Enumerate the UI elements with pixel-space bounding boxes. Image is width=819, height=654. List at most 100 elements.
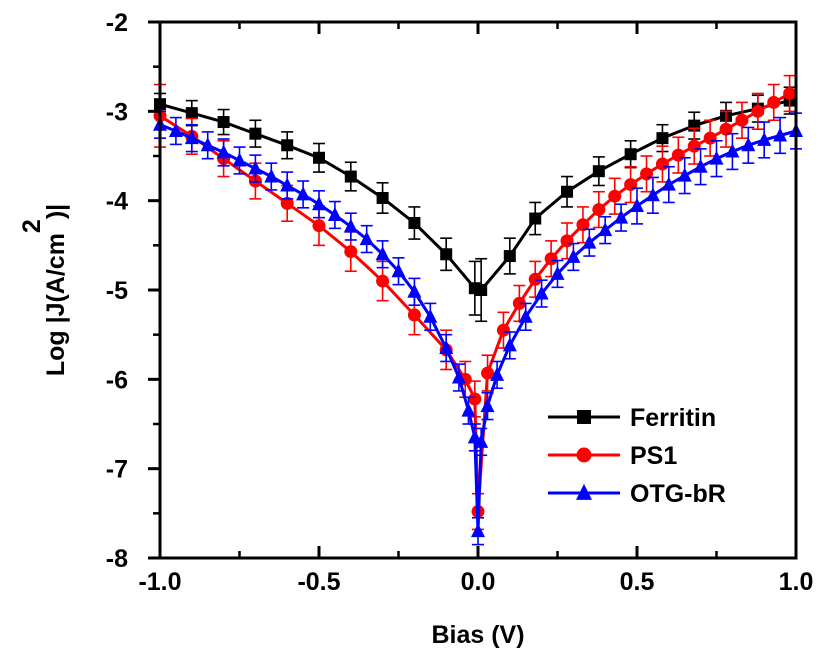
data-point: [327, 206, 342, 221]
data-point: [313, 151, 325, 164]
x-axis-title: Bias (V): [431, 621, 524, 649]
data-point: [528, 272, 542, 286]
data-point: [168, 123, 183, 137]
data-point: [439, 340, 454, 355]
data-point: [391, 263, 406, 278]
data-point: [560, 234, 574, 248]
legend-label: Ferritin: [630, 404, 716, 432]
data-point: [598, 222, 613, 237]
data-point: [232, 152, 247, 167]
data-point: [503, 250, 516, 263]
data-point: [408, 217, 421, 229]
series-layer: [153, 74, 803, 546]
legend-item-ferritin: Ferritin: [548, 404, 716, 432]
data-point: [566, 248, 581, 263]
y-tick-label: -5: [106, 277, 128, 305]
data-point: [461, 402, 476, 417]
data-point: [719, 122, 733, 136]
data-point: [518, 308, 533, 323]
data-point: [344, 245, 358, 259]
data-point: [440, 248, 453, 261]
data-point: [687, 139, 701, 153]
data-point: [344, 170, 357, 183]
data-point: [264, 168, 279, 183]
data-point: [359, 231, 374, 246]
data-point: [529, 212, 542, 225]
data-point: [185, 107, 198, 120]
data-point: [655, 157, 669, 171]
data-point: [630, 198, 644, 213]
legend-marker: [576, 447, 592, 463]
y-tick-label: -8: [106, 545, 128, 573]
legend-marker: [577, 410, 591, 424]
data-point: [200, 137, 215, 152]
data-point: [640, 167, 654, 181]
x-tick-label: 0.5: [620, 568, 655, 596]
data-point: [592, 165, 605, 178]
data-point: [671, 148, 685, 162]
y-axis-title: Log |J(A/cm2)|: [18, 204, 70, 376]
y-tick-label: -4: [106, 188, 128, 216]
x-tick-label: 0.0: [461, 568, 496, 596]
data-point: [343, 218, 358, 233]
data-point: [757, 131, 772, 146]
data-point: [624, 178, 638, 192]
legend-marker: [576, 483, 592, 500]
data-point: [480, 398, 495, 413]
data-point: [512, 296, 526, 310]
data-point: [474, 433, 489, 448]
data-point: [783, 86, 797, 100]
y-axis-title-suffix: )|: [42, 204, 70, 219]
y-tick-label: -7: [106, 456, 128, 484]
data-point: [184, 130, 199, 145]
data-point: [544, 252, 558, 266]
data-point: [296, 186, 311, 201]
data-point: [376, 274, 390, 288]
data-point: [550, 265, 565, 280]
data-point: [375, 246, 390, 261]
data-point: [773, 127, 788, 142]
legend-label: PS1: [630, 442, 677, 470]
data-point: [376, 191, 389, 204]
data-point: [451, 369, 466, 384]
x-tick-label: -1.0: [138, 568, 181, 596]
data-point: [645, 187, 660, 202]
data-point: [767, 95, 781, 109]
data-point: [709, 150, 724, 165]
data-point: [249, 127, 262, 140]
data-point: [490, 366, 505, 381]
x-tick-label: 1.0: [779, 568, 814, 596]
data-point: [561, 185, 574, 198]
data-point: [312, 196, 326, 211]
y-tick-label: -3: [106, 98, 128, 126]
data-point: [693, 158, 708, 173]
data-point: [475, 284, 488, 296]
data-point: [582, 234, 597, 249]
data-point: [614, 209, 629, 224]
data-point: [280, 196, 294, 210]
data-point: [656, 132, 669, 145]
legend-label: OTG-bR: [630, 480, 726, 508]
data-point: [735, 113, 749, 127]
series-otg-br: [153, 110, 803, 546]
data-point: [534, 285, 549, 300]
data-point: [281, 139, 294, 152]
data-point: [608, 189, 622, 203]
y-axis-title-prefix: Log |J(A/cm: [42, 233, 70, 376]
data-point: [624, 148, 637, 161]
data-point: [216, 144, 231, 159]
data-point: [217, 116, 230, 129]
data-point: [741, 137, 756, 152]
data-point: [496, 323, 510, 337]
data-point: [502, 337, 517, 352]
legend: Ferritin PS1 OTG-bR: [548, 404, 726, 508]
data-point: [576, 218, 590, 232]
axis-layer: -1.0 -0.5 0.0 0.5 1.0 -8 -7 -6 -5 -4 -3 -2: [106, 9, 814, 596]
legend-item-ps1: PS1: [548, 442, 677, 470]
data-point: [407, 283, 422, 298]
data-point: [280, 177, 295, 192]
x-tick-label: -0.5: [297, 568, 340, 596]
data-point: [423, 308, 438, 323]
data-point: [661, 176, 676, 191]
